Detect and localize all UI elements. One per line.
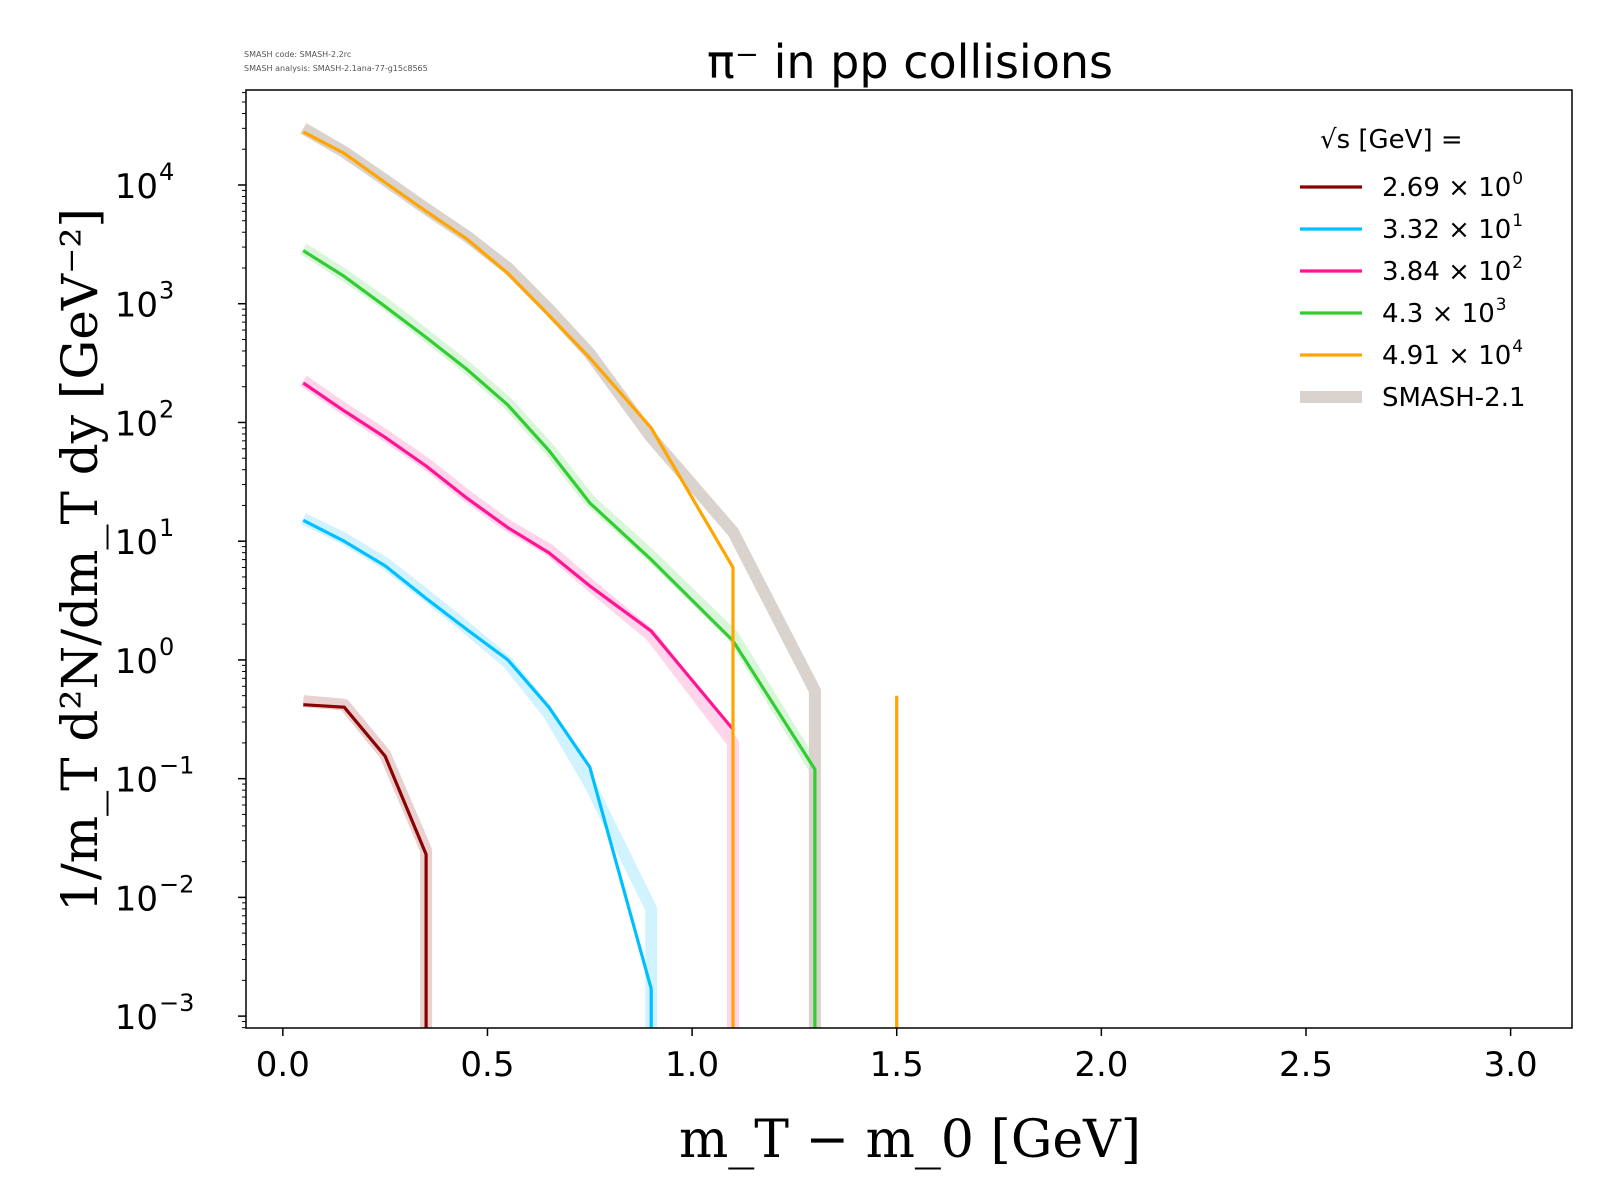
series-line-5: [302, 130, 735, 1028]
y-tick-exponent: 2: [159, 395, 174, 423]
legend-label-2: 3.32 × 10: [1382, 215, 1511, 245]
reference-curves: [299, 123, 821, 1028]
y-tick-label: 10: [115, 167, 158, 207]
y-tick-label: 10: [115, 642, 158, 682]
y-tick-label: 10: [115, 523, 158, 563]
y-tick-label: 10: [115, 879, 158, 919]
y-tick-label: 10: [115, 286, 158, 326]
x-axis-ticks: 0.0 0.5 1.0 1.5 2.0 2.5 3.0: [256, 1028, 1538, 1085]
series-line-1: [303, 703, 428, 1028]
legend-label-exponent: 2: [1512, 253, 1523, 273]
y-axis-label: 1/m_T d²N/dm_T dy [GeV⁻²]: [51, 208, 109, 912]
y-tick-exponent: 4: [159, 158, 174, 186]
x-tick-label: 0.0: [256, 1045, 310, 1085]
y-tick-label: 10: [115, 998, 158, 1038]
x-tick-label: 2.0: [1074, 1045, 1128, 1085]
x-tick-label: 2.5: [1279, 1045, 1333, 1085]
reference-band-1: [302, 695, 433, 1028]
data-series: [302, 130, 899, 1028]
y-tick-exponent: 0: [159, 633, 174, 661]
reference-band-3: [299, 375, 739, 1028]
chart-title: π⁻ in pp collisions: [707, 35, 1113, 89]
y-tick-exponent: −2: [159, 870, 194, 898]
y-tick-exponent: −1: [159, 752, 194, 780]
legend-label-5: 4.91 × 10: [1382, 341, 1511, 371]
legend-label-exponent: 0: [1512, 169, 1523, 189]
series-line-4: [302, 249, 817, 1028]
x-tick-label: 0.5: [460, 1045, 514, 1085]
legend-label-exponent: 1: [1512, 211, 1523, 231]
series-line-2: [302, 518, 653, 1028]
smash-code-label: SMASH code: SMASH-2.2rc: [244, 50, 351, 59]
legend-label-exponent: 3: [1496, 295, 1507, 315]
y-tick-label: 10: [115, 404, 158, 444]
legend-label-4: 4.3 × 10: [1382, 299, 1495, 329]
y-tick-exponent: −3: [159, 989, 194, 1017]
y-tick-label: 10: [115, 761, 158, 801]
legend: √s [GeV] = 2.69 × 10 0 3.32 × 10 1 3.84 × 10…: [1300, 125, 1526, 413]
x-tick-label: 1.0: [665, 1045, 719, 1085]
legend-label-1: 2.69 × 10: [1382, 173, 1511, 203]
x-tick-label: 3.0: [1484, 1045, 1538, 1085]
legend-label-reference: SMASH-2.1: [1382, 383, 1526, 413]
x-tick-label: 1.5: [870, 1045, 924, 1085]
y-tick-exponent: 3: [159, 277, 174, 305]
legend-label-3: 3.84 × 10: [1382, 257, 1511, 287]
y-tick-exponent: 1: [159, 514, 174, 542]
plot-frame: [245, 89, 1573, 1029]
smash-analysis-label: SMASH analysis: SMASH-2.1ana-77-g15c8565: [244, 64, 428, 73]
reference-band-5: [300, 123, 821, 1028]
series-line-3: [302, 381, 735, 731]
legend-label-exponent: 4: [1512, 337, 1523, 357]
legend-title: √s [GeV] =: [1320, 125, 1463, 155]
x-axis-label: m_T − m_0 [GeV]: [679, 1110, 1141, 1170]
